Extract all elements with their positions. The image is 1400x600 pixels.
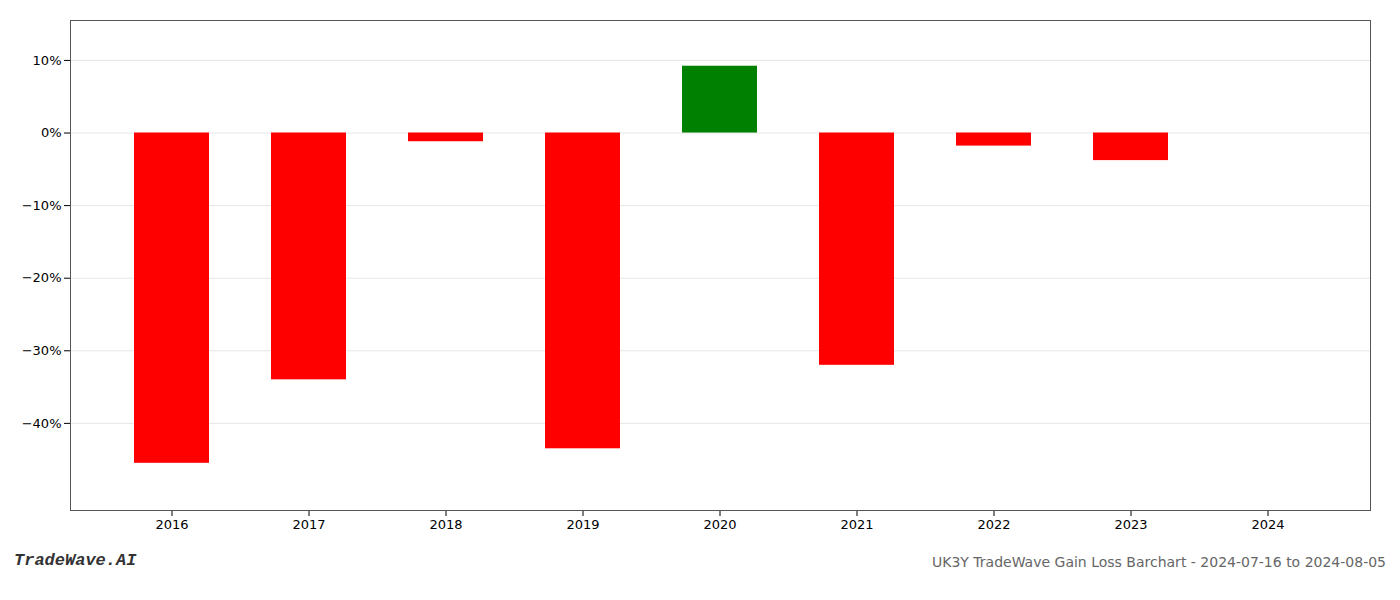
svg-text:2022: 2022	[977, 517, 1010, 532]
svg-text:2021: 2021	[840, 517, 873, 532]
svg-text:−30%: −30%	[22, 343, 62, 358]
svg-text:−20%: −20%	[22, 270, 62, 285]
svg-text:−10%: −10%	[22, 198, 62, 213]
svg-text:2017: 2017	[292, 517, 325, 532]
html-text:TradeWave.AI: TradeWave.AI	[14, 551, 137, 570]
svg-text:0%: 0%	[41, 125, 62, 140]
svg-text:2024: 2024	[1251, 517, 1284, 532]
svg-text:10%: 10%	[33, 53, 62, 68]
svg-text:−40%: −40%	[22, 416, 62, 431]
svg-text:2019: 2019	[566, 517, 599, 532]
svg-text:2016: 2016	[155, 517, 188, 532]
html-text:UK3Y TradeWave Gain Loss Barch: UK3Y TradeWave Gain Loss Barchart - 2024…	[932, 554, 1386, 570]
svg-text:2018: 2018	[429, 517, 462, 532]
svg-text:2023: 2023	[1114, 517, 1147, 532]
svg-text:2020: 2020	[703, 517, 736, 532]
